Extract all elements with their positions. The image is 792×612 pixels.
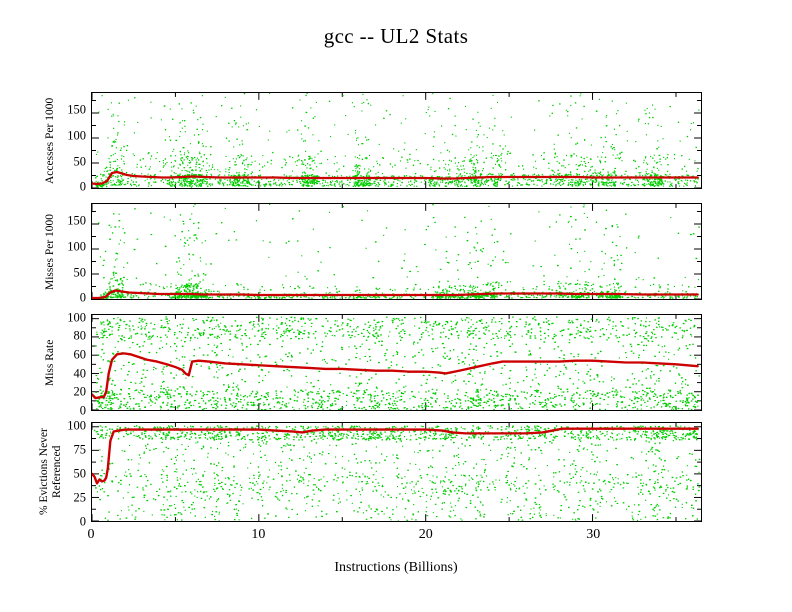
ytick-missrate-60: 60 [73, 347, 87, 362]
chart-title: gcc -- UL2 Stats [323, 24, 469, 48]
panel-miss-rate [91, 314, 702, 411]
ytick-misses-50: 50 [73, 265, 87, 279]
ytick-misses-100: 100 [67, 239, 86, 254]
ytick-missrate-100: 100 [67, 310, 86, 325]
ytick-evictions-50: 50 [73, 466, 87, 481]
ytick-accesses-150: 150 [67, 102, 86, 117]
ytick-missrate-0: 0 [79, 403, 86, 418]
xtick-0: 0 [87, 527, 95, 542]
ytick-evictions-0: 0 [79, 514, 86, 529]
panel-evictions-plot [92, 423, 701, 521]
panel-accesses-plot [92, 93, 701, 188]
xtick-20: 20 [418, 527, 433, 542]
xaxis-label: Instructions (Billions) [334, 560, 458, 575]
ytick-missrate-40: 40 [73, 366, 87, 381]
ytick-evictions-100: 100 [67, 418, 86, 433]
ytick-missrate-20: 20 [73, 384, 87, 399]
xtick-30: 30 [586, 527, 601, 542]
ytick-missrate-80: 80 [73, 328, 87, 343]
panel-missrate-yticks: 100 80 60 40 20 0 [48, 310, 87, 417]
panel-misses-per-1000 [91, 203, 702, 300]
ytick-accesses-100: 100 [67, 128, 86, 143]
panel-misses-plot [92, 204, 701, 299]
ytick-misses-150: 150 [67, 213, 86, 228]
xtick-10: 10 [251, 527, 266, 542]
ytick-misses-0: 0 [79, 290, 86, 305]
panel-missrate-plot [92, 315, 701, 410]
ytick-accesses-0: 0 [79, 179, 86, 194]
panel-misses-yticks: 150 100 50 0 [48, 203, 87, 305]
panel-accesses-per-1000 [91, 92, 702, 189]
panel-evictions-yticks: 100 75 50 25 0 [48, 418, 87, 528]
panel-evictions-never-referenced [91, 422, 702, 522]
ytick-accesses-50: 50 [73, 154, 87, 168]
ytick-evictions-75: 75 [73, 442, 87, 457]
panel-accesses-yticks: 150 100 50 0 [48, 92, 87, 194]
ytick-evictions-25: 25 [73, 490, 87, 505]
